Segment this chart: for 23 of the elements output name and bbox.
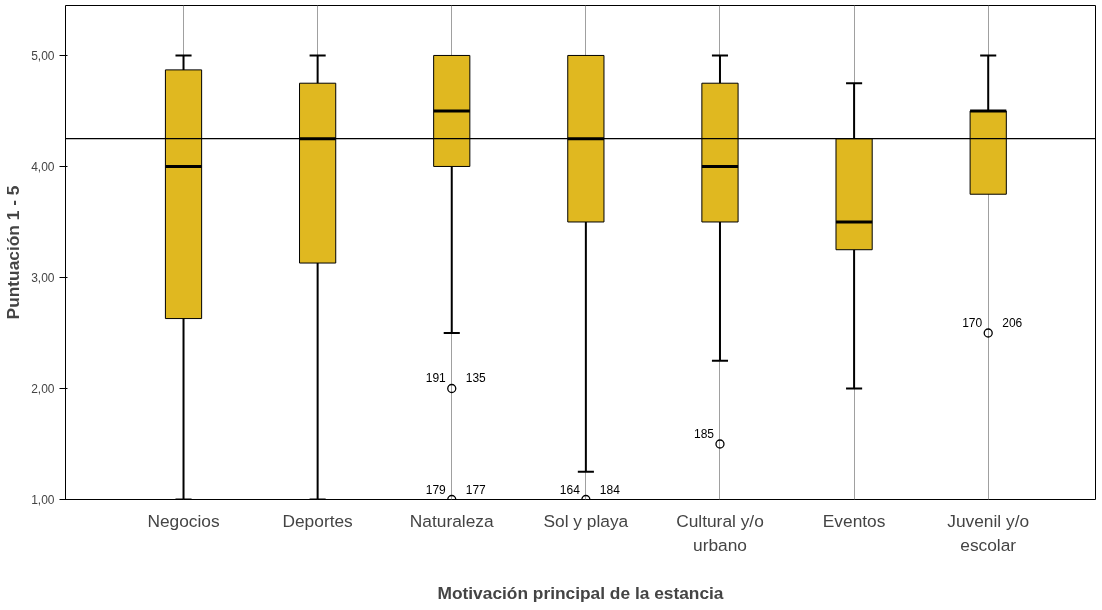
annotation: 170 [962, 315, 983, 330]
y-tick-label: 3,00 [31, 270, 55, 285]
y-tick-label: 2,00 [31, 381, 55, 396]
annotation: 177 [465, 482, 487, 497]
y-tick-label: 4,00 [31, 159, 55, 174]
annotation: 185 [693, 426, 715, 441]
annotation: 191 [425, 371, 447, 386]
y-tick-label: 1,00 [31, 493, 55, 507]
annotation: 135 [465, 371, 487, 386]
x-axis-title: Motivación principal de la estancia [437, 582, 724, 603]
x-tick-label: Deportes [282, 510, 354, 531]
annotation: 206 [1002, 315, 1023, 330]
y-axis-title: Puntuación 1 - 5 [3, 185, 24, 320]
annotation: 184 [599, 482, 621, 497]
annotation: 179 [425, 482, 447, 497]
x-tick-label: Eventos [822, 510, 886, 531]
x-tick-label: Negocios [147, 510, 220, 531]
x-tick-label: Cultural y/o urbano [676, 510, 764, 555]
x-tick-label: Naturaleza [409, 510, 495, 531]
x-tick-label: Juvenil y/o escolar [947, 510, 1030, 555]
y-tick-label: 5,00 [31, 48, 55, 63]
x-tick-label: Sol y playa [543, 510, 629, 531]
annotation: 164 [559, 482, 581, 497]
